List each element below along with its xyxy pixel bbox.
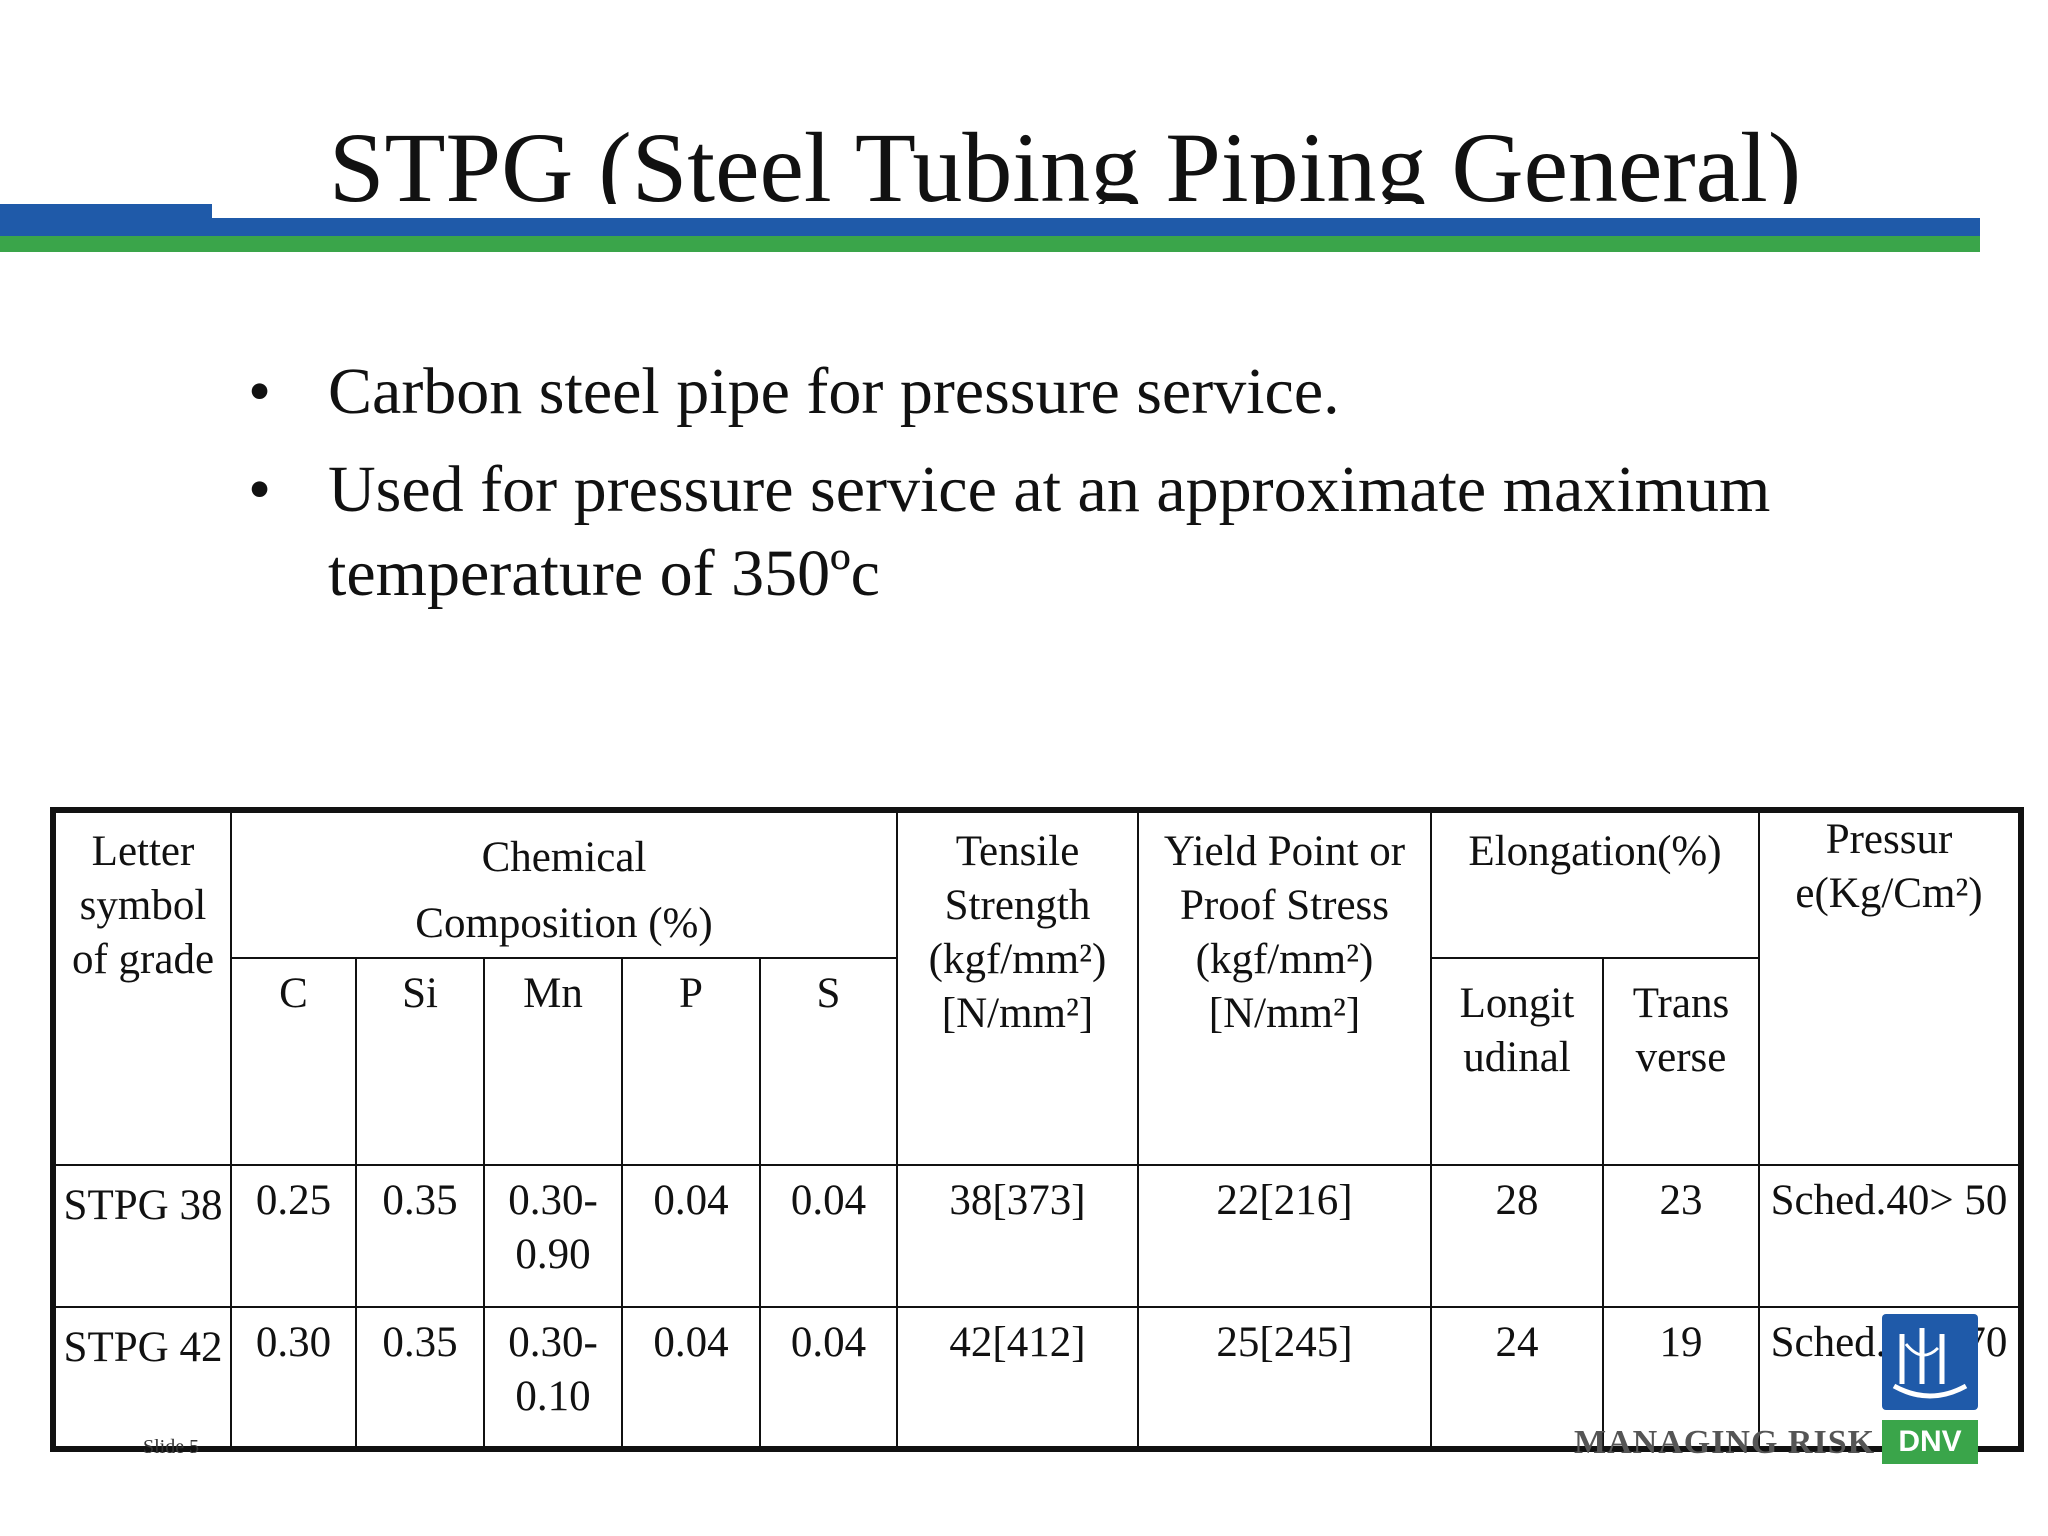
bullet-list: • Carbon steel pipe for pressure service…: [236, 350, 1936, 630]
cell-transverse: 23: [1602, 1164, 1760, 1308]
cell-si: 0.35: [355, 1164, 485, 1308]
cell-pressure: Sched.40> 50: [1758, 1164, 2022, 1308]
table-row: STPG 38 0.25 0.35 0.30- 0.90 0.04 0.04 3…: [52, 1164, 2022, 1308]
slide-number: Slide 5: [143, 1436, 200, 1458]
cell-si: 0.35: [355, 1306, 485, 1450]
spec-table: Letter symbol of grade Chemical Composit…: [50, 807, 2024, 1452]
cell-p: 0.04: [621, 1164, 761, 1308]
cell-c: 0.25: [230, 1164, 357, 1308]
dnv-ship-logo-icon: [1882, 1314, 1978, 1410]
cell-longitudinal: 24: [1430, 1306, 1604, 1450]
header-transverse: Trans verse: [1602, 957, 1760, 1166]
bullet-text: Used for pressure service at an approxim…: [328, 453, 1771, 610]
bullet-text: Carbon steel pipe for pressure service.: [328, 355, 1340, 428]
header-s: S: [759, 957, 898, 1166]
header-bar-gap: [212, 204, 1980, 218]
header-bar-tab: [0, 204, 212, 218]
cell-mn: 0.30- 0.10: [483, 1306, 623, 1450]
header-letter-symbol: Letter symbol of grade: [52, 809, 232, 1166]
header-chemical-text: Chemical Composition (%): [415, 834, 713, 947]
header-yield: Yield Point or Proof Stress (kgf/mm²) [N…: [1137, 809, 1432, 1166]
bullet-item: • Used for pressure service at an approx…: [236, 448, 1936, 616]
cell-p: 0.04: [621, 1306, 761, 1450]
cell-tensile: 38[373]: [896, 1164, 1139, 1308]
cell-tensile: 42[412]: [896, 1306, 1139, 1450]
cell-s: 0.04: [759, 1306, 898, 1450]
header-longitudinal: Longit udinal: [1430, 957, 1604, 1166]
header-p: P: [621, 957, 761, 1166]
header-elongation: Elongation(%): [1430, 809, 1760, 959]
header-pressure: Pressur e(Kg/Cm²): [1758, 809, 2022, 1166]
cell-mn: 0.30- 0.90: [483, 1164, 623, 1308]
cell-grade: STPG 42: [52, 1306, 232, 1450]
logo-brand: DNV: [1882, 1420, 1978, 1464]
cell-grade: STPG 38: [52, 1164, 232, 1308]
header-tensile: Tensile Strength (kgf/mm²) [N/mm²]: [896, 809, 1139, 1166]
cell-yield: 25[245]: [1137, 1306, 1432, 1450]
cell-s: 0.04: [759, 1164, 898, 1308]
bullet-dot: •: [248, 355, 272, 428]
cell-longitudinal: 28: [1430, 1164, 1604, 1308]
header-mn: Mn: [483, 957, 623, 1166]
cell-c: 0.30: [230, 1306, 357, 1450]
cell-yield: 22[216]: [1137, 1164, 1432, 1308]
table-row: STPG 42 0.30 0.35 0.30- 0.10 0.04 0.04 4…: [52, 1306, 2022, 1450]
bullet-item: • Carbon steel pipe for pressure service…: [236, 350, 1936, 434]
cell-transverse: 19: [1602, 1306, 1760, 1450]
logo-tagline: MANAGING RISK: [1574, 1424, 1876, 1461]
header-c: C: [230, 957, 357, 1166]
header-si: Si: [355, 957, 485, 1166]
bullet-dot: •: [248, 453, 272, 526]
header-bar-green: [0, 236, 1980, 252]
header-chemical: Chemical Composition (%): [230, 809, 898, 959]
